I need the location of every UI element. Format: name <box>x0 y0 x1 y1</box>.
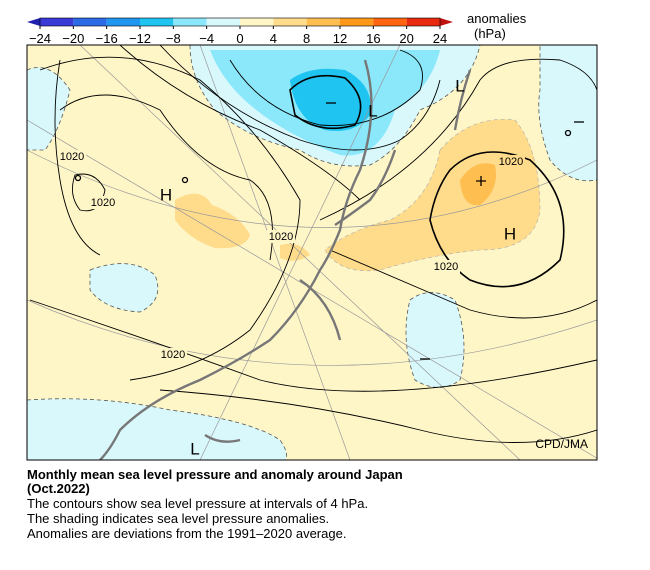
colorbar-segment <box>140 18 174 26</box>
colorbar-tick-label: −24 <box>29 31 51 46</box>
contour-label: 1020 <box>60 151 84 163</box>
contour-label: 1020 <box>499 156 523 168</box>
coastline <box>99 59 472 460</box>
colorbar-title: anomalies <box>467 11 527 26</box>
caption-line: Anomalies are deviations from the 1991–2… <box>27 526 346 541</box>
colorbar-segment <box>406 18 440 26</box>
colorbar-tick-label: −12 <box>129 31 151 46</box>
colorbar-tick-label: −20 <box>62 31 84 46</box>
colorbar-low-arrow <box>27 18 40 26</box>
contour-label: 1020 <box>91 197 115 209</box>
pressure-center: L <box>455 76 464 95</box>
colorbar-segment <box>206 18 240 26</box>
colorbar-tick-label: 24 <box>433 31 447 46</box>
contour-label: 1020 <box>434 261 458 273</box>
colorbar-segment <box>73 18 107 26</box>
colorbar-tick-label: −4 <box>199 31 214 46</box>
pressure-center: H <box>160 185 172 204</box>
caption-line: The contours show sea level pressure at … <box>27 496 368 511</box>
colorbar-tick-label: −8 <box>166 31 181 46</box>
caption-period: (Oct.2022) <box>27 481 90 496</box>
colorbar-tick-label: 8 <box>303 31 310 46</box>
colorbar-segment <box>373 18 407 26</box>
colorbar-tick-label: −16 <box>96 31 118 46</box>
credit: CPD/JMA <box>535 437 588 451</box>
colorbar-segment <box>106 18 140 26</box>
colorbar: −24 −20 −16 −12 −8 −4 0 4 8 12 16 20 24 <box>27 17 453 46</box>
colorbar-segment <box>240 18 274 26</box>
contour-label: 1020 <box>161 349 185 361</box>
colorbar-high-arrow <box>440 18 453 26</box>
colorbar-unit: (hPa) <box>474 26 506 41</box>
caption-title: Monthly mean sea level pressure and anom… <box>27 467 403 482</box>
colorbar-segment <box>173 18 207 26</box>
pressure-center: L <box>190 439 199 458</box>
anomaly-shading <box>27 45 597 460</box>
contour-label: 1020 <box>269 231 293 243</box>
pressure-center: L <box>368 101 377 120</box>
map <box>27 45 597 460</box>
colorbar-segment <box>273 18 307 26</box>
colorbar-tick-label: 12 <box>333 31 347 46</box>
colorbar-segment <box>306 18 340 26</box>
colorbar-tick-label: 20 <box>399 31 413 46</box>
colorbar-tick-label: 0 <box>236 31 243 46</box>
pressure-center: H <box>504 224 516 243</box>
colorbar-tick-label: 16 <box>366 31 380 46</box>
map-frame <box>26 44 598 461</box>
anomaly-markers <box>74 102 584 360</box>
colorbar-segment <box>40 18 74 26</box>
colorbar-tick-label: 4 <box>270 31 277 46</box>
colorbar-segment <box>340 18 374 26</box>
caption-line: The shading indicates sea level pressure… <box>27 511 329 526</box>
isobars <box>29 45 597 443</box>
